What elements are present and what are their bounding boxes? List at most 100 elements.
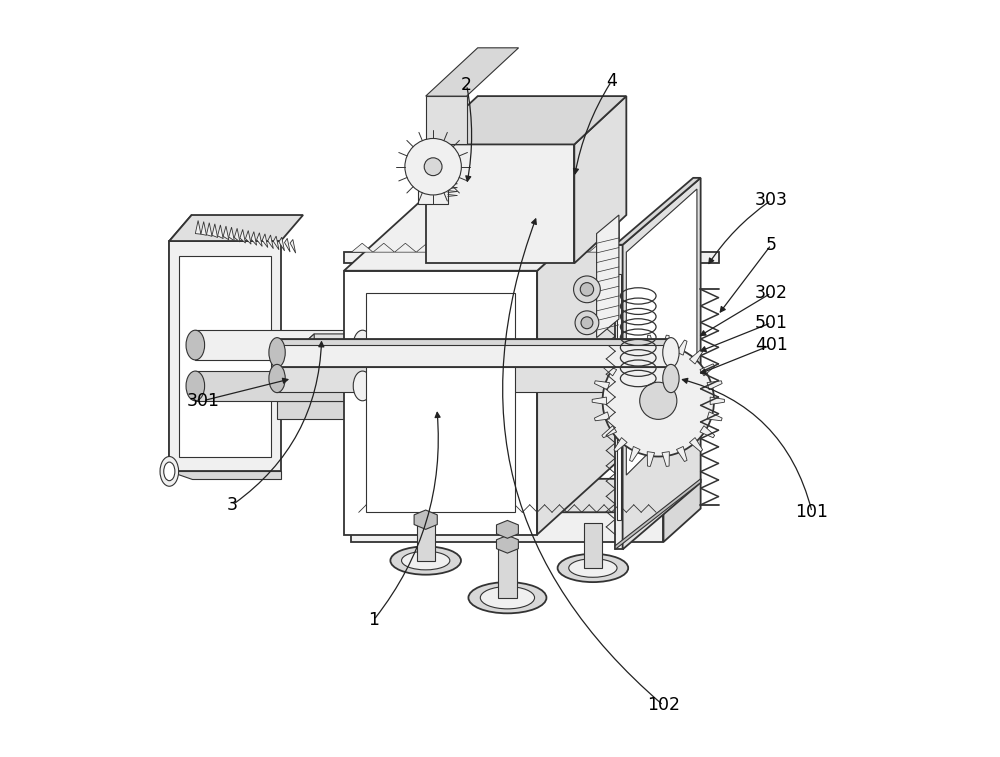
Polygon shape bbox=[614, 350, 627, 364]
Ellipse shape bbox=[160, 456, 179, 486]
Polygon shape bbox=[277, 339, 671, 345]
Polygon shape bbox=[615, 479, 701, 550]
Polygon shape bbox=[262, 234, 268, 248]
Polygon shape bbox=[290, 239, 296, 253]
Text: 501: 501 bbox=[755, 313, 788, 332]
Polygon shape bbox=[630, 447, 640, 462]
Polygon shape bbox=[344, 196, 619, 271]
Polygon shape bbox=[498, 550, 517, 598]
Polygon shape bbox=[700, 425, 715, 438]
Text: 2: 2 bbox=[461, 76, 472, 94]
Polygon shape bbox=[212, 224, 218, 238]
Text: 102: 102 bbox=[647, 696, 680, 715]
Polygon shape bbox=[195, 330, 363, 360]
Polygon shape bbox=[584, 523, 602, 568]
Polygon shape bbox=[195, 371, 363, 400]
Polygon shape bbox=[676, 447, 687, 462]
Polygon shape bbox=[277, 334, 701, 367]
Ellipse shape bbox=[186, 371, 205, 400]
Ellipse shape bbox=[663, 338, 679, 367]
Polygon shape bbox=[169, 472, 281, 479]
Polygon shape bbox=[277, 334, 314, 388]
Polygon shape bbox=[201, 222, 206, 235]
Polygon shape bbox=[615, 178, 701, 245]
Polygon shape bbox=[626, 189, 697, 475]
Polygon shape bbox=[589, 243, 611, 252]
Polygon shape bbox=[503, 243, 524, 252]
Ellipse shape bbox=[402, 551, 450, 570]
Ellipse shape bbox=[353, 371, 372, 400]
Ellipse shape bbox=[269, 338, 285, 367]
Polygon shape bbox=[414, 510, 437, 529]
Polygon shape bbox=[592, 397, 606, 404]
Polygon shape bbox=[426, 96, 626, 145]
Polygon shape bbox=[245, 231, 251, 245]
Polygon shape bbox=[418, 145, 448, 204]
Polygon shape bbox=[663, 479, 701, 542]
Polygon shape bbox=[662, 452, 669, 466]
Polygon shape bbox=[524, 243, 546, 252]
Polygon shape bbox=[195, 220, 201, 234]
Polygon shape bbox=[426, 145, 574, 263]
Circle shape bbox=[603, 345, 714, 456]
Polygon shape bbox=[277, 339, 671, 367]
Polygon shape bbox=[351, 479, 701, 512]
Polygon shape bbox=[676, 340, 687, 355]
Text: 302: 302 bbox=[755, 284, 788, 302]
Polygon shape bbox=[630, 340, 640, 355]
Polygon shape bbox=[240, 229, 245, 243]
Ellipse shape bbox=[663, 364, 679, 393]
Polygon shape bbox=[363, 326, 376, 404]
Text: 401: 401 bbox=[755, 336, 788, 354]
Polygon shape bbox=[707, 381, 722, 390]
Ellipse shape bbox=[569, 559, 617, 578]
Polygon shape bbox=[614, 438, 627, 452]
Polygon shape bbox=[597, 215, 619, 338]
Text: 5: 5 bbox=[766, 235, 777, 254]
Ellipse shape bbox=[269, 364, 285, 393]
Polygon shape bbox=[395, 243, 416, 252]
Text: 303: 303 bbox=[755, 192, 788, 209]
Polygon shape bbox=[662, 335, 669, 350]
Text: 4: 4 bbox=[606, 72, 617, 90]
Polygon shape bbox=[426, 96, 467, 145]
Circle shape bbox=[581, 317, 593, 329]
Polygon shape bbox=[675, 243, 697, 252]
Polygon shape bbox=[284, 238, 290, 252]
Polygon shape bbox=[700, 364, 715, 376]
Polygon shape bbox=[351, 243, 373, 252]
Polygon shape bbox=[373, 243, 395, 252]
Polygon shape bbox=[481, 243, 503, 252]
Polygon shape bbox=[647, 335, 655, 350]
Polygon shape bbox=[567, 243, 589, 252]
Polygon shape bbox=[234, 229, 240, 242]
Polygon shape bbox=[602, 425, 617, 438]
Text: 1: 1 bbox=[368, 611, 379, 629]
Polygon shape bbox=[654, 243, 675, 252]
Polygon shape bbox=[594, 412, 610, 421]
Ellipse shape bbox=[480, 587, 535, 609]
Ellipse shape bbox=[186, 330, 205, 360]
Polygon shape bbox=[459, 243, 481, 252]
Ellipse shape bbox=[468, 582, 546, 613]
Polygon shape bbox=[689, 350, 703, 364]
Polygon shape bbox=[611, 243, 632, 252]
Polygon shape bbox=[417, 520, 435, 561]
Polygon shape bbox=[179, 256, 271, 456]
Polygon shape bbox=[268, 235, 273, 248]
Polygon shape bbox=[169, 215, 303, 241]
Polygon shape bbox=[277, 400, 663, 419]
Polygon shape bbox=[537, 196, 619, 534]
Polygon shape bbox=[710, 397, 724, 404]
Polygon shape bbox=[647, 452, 655, 466]
Polygon shape bbox=[623, 178, 701, 550]
Polygon shape bbox=[273, 236, 279, 250]
Polygon shape bbox=[251, 232, 257, 245]
Polygon shape bbox=[438, 243, 459, 252]
Polygon shape bbox=[546, 243, 567, 252]
Polygon shape bbox=[496, 520, 518, 538]
Text: 301: 301 bbox=[186, 392, 219, 410]
Ellipse shape bbox=[390, 547, 461, 575]
Polygon shape bbox=[617, 275, 621, 520]
Polygon shape bbox=[257, 232, 262, 247]
